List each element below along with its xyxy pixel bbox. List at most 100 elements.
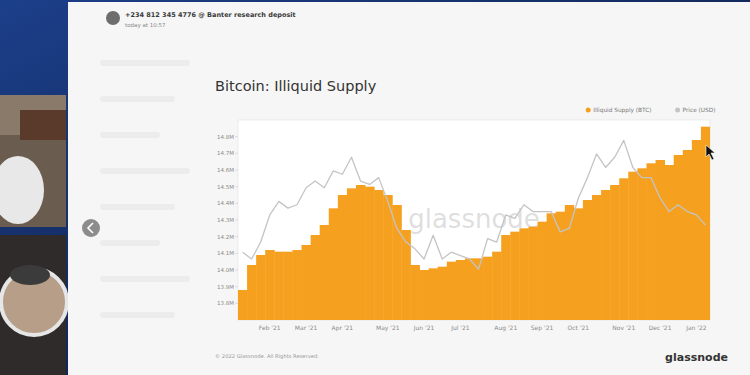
bar: [601, 190, 610, 320]
y-tick-label: 13.9M: [217, 284, 234, 290]
bar: [329, 208, 338, 320]
bar: [265, 250, 274, 320]
y-tick-label: 13.8M: [217, 300, 234, 306]
y-tick: [235, 136, 238, 137]
price-line: [243, 140, 706, 269]
y-tick-label: 14.5M: [217, 184, 234, 190]
bar: [701, 127, 710, 320]
x-tick-label: Aug '21: [494, 324, 517, 332]
bar: [365, 187, 374, 320]
x-tick-label: Sep '21: [531, 324, 554, 332]
bar: [692, 140, 701, 320]
webcam-object: [20, 110, 66, 140]
x-tick-label: Oct '21: [568, 324, 590, 331]
bar: [519, 228, 528, 320]
bar: [483, 257, 492, 320]
message-time: today at 10:57: [125, 22, 166, 29]
avatar: [106, 11, 120, 25]
y-tick: [235, 186, 238, 187]
legend-swatch: [675, 108, 680, 113]
blurred-item: [100, 96, 175, 102]
bar: [283, 252, 292, 320]
legend-label: Illiquid Supply (BTC): [593, 107, 651, 114]
bar: [311, 235, 320, 320]
bar: [456, 260, 465, 320]
bar: [320, 225, 329, 320]
y-tick-label: 14.7M: [217, 150, 234, 156]
y-tick-label: 14.0M: [217, 267, 234, 273]
prev-chevron: [88, 223, 93, 233]
footer-copyright: © 2022 Glassnode. All Rights Reserved.: [215, 353, 319, 360]
y-tick-label: 14.2M: [217, 234, 234, 240]
y-tick: [235, 153, 238, 154]
bar: [374, 190, 383, 320]
x-tick-label: Nov '21: [612, 324, 635, 331]
x-tick-label: Mar '21: [295, 324, 318, 331]
bar: [420, 270, 429, 320]
y-tick: [235, 253, 238, 254]
x-tick-label: Feb '21: [259, 324, 281, 331]
blurred-item: [100, 312, 175, 318]
plot-frame: [238, 120, 710, 320]
bar: [574, 208, 583, 320]
bar: [637, 168, 646, 320]
y-tick: [235, 170, 238, 171]
legend-swatch: [586, 108, 591, 113]
webcam-person: [0, 156, 44, 224]
bar: [583, 200, 592, 320]
bar: [683, 150, 692, 320]
y-tick: [235, 236, 238, 237]
bar: [410, 265, 419, 320]
footer-logo: glassnode: [665, 351, 728, 364]
bar: [429, 268, 438, 320]
bar: [465, 258, 474, 320]
y-tick: [235, 220, 238, 221]
y-tick: [235, 270, 238, 271]
chart-title: Bitcoin: Illiquid Supply: [215, 78, 377, 94]
bar: [338, 195, 347, 320]
cursor: [706, 145, 715, 160]
bar: [665, 165, 674, 320]
bar: [438, 267, 447, 320]
y-tick-label: 14.6M: [217, 167, 234, 173]
bar: [501, 235, 510, 320]
bar: [619, 178, 628, 320]
prev-button: [82, 219, 100, 237]
plot-marks: [238, 127, 710, 320]
bar: [274, 252, 283, 320]
webcam-bottom: [0, 235, 66, 375]
bar: [674, 155, 683, 320]
x-tick-label: Dec '21: [649, 324, 672, 331]
bar: [401, 230, 410, 320]
y-tick-label: 14.1M: [217, 250, 234, 256]
y-tick-label: 14.8M: [217, 134, 234, 140]
bar: [547, 213, 556, 320]
background: [0, 0, 750, 375]
y-tick: [235, 286, 238, 287]
message-sender: +234 812 345 4776 @ Banter research depo…: [125, 11, 296, 19]
y-tick: [235, 203, 238, 204]
bar: [347, 188, 356, 320]
bar: [247, 265, 256, 320]
bar: [302, 245, 311, 320]
blurred-item: [100, 240, 160, 246]
bar: [565, 205, 574, 320]
screenshot: +234 812 345 4776 @ Banter research depo…: [0, 0, 750, 375]
blurred-item: [100, 60, 190, 66]
blurred-item: [100, 276, 190, 282]
bar: [628, 172, 637, 320]
blurred-item: [100, 204, 175, 210]
bar: [510, 232, 519, 320]
bar: [392, 205, 401, 320]
bar: [256, 255, 265, 320]
webcam-cap: [10, 265, 50, 285]
x-tick-label: Apr '21: [332, 324, 354, 332]
bar: [356, 185, 365, 320]
panel: [68, 2, 750, 375]
x-tick-label: Jan '22: [685, 324, 707, 332]
bar: [528, 227, 537, 320]
bar: [447, 262, 456, 320]
blurred-item: [100, 168, 190, 174]
bar: [592, 195, 601, 320]
x-tick-label: Jun '21: [413, 324, 435, 332]
